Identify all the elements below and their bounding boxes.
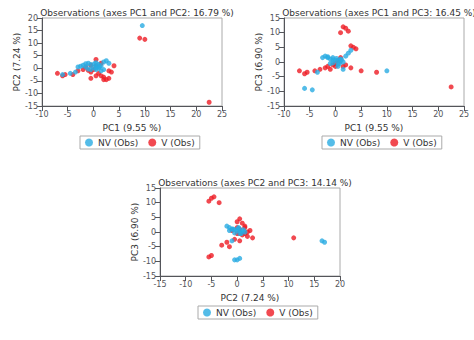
svg-text:0: 0 xyxy=(275,58,280,67)
svg-text:0: 0 xyxy=(333,110,338,119)
svg-text:-5: -5 xyxy=(30,76,38,85)
svg-text:Observations (axes PC1 and PC2: Observations (axes PC1 and PC2: 16.79 %) xyxy=(40,8,234,18)
svg-text:20: 20 xyxy=(335,280,345,289)
svg-text:20: 20 xyxy=(433,110,443,119)
svg-text:15: 15 xyxy=(146,184,156,193)
svg-text:-10: -10 xyxy=(35,110,48,119)
svg-text:PC2 (7.24 %): PC2 (7.24 %) xyxy=(221,293,280,303)
svg-text:20: 20 xyxy=(28,14,38,23)
svg-text:-15: -15 xyxy=(24,101,38,111)
svg-text:-15: -15 xyxy=(153,280,166,289)
svg-text:PC3 (6.90 %): PC3 (6.90 %) xyxy=(130,203,140,262)
svg-text:15: 15 xyxy=(407,110,417,119)
svg-text:NV (Obs): NV (Obs) xyxy=(216,308,256,318)
svg-text:15: 15 xyxy=(165,110,175,119)
svg-text:-10: -10 xyxy=(267,87,280,96)
svg-text:5: 5 xyxy=(260,280,265,289)
svg-text:10: 10 xyxy=(140,110,150,119)
svg-text:Observations (axes PC2 and PC3: Observations (axes PC2 and PC3: 14.14 %) xyxy=(158,178,352,188)
svg-text:0: 0 xyxy=(33,64,38,73)
svg-text:10: 10 xyxy=(28,39,38,48)
svg-text:V (Obs): V (Obs) xyxy=(161,138,195,148)
svg-text:V (Obs): V (Obs) xyxy=(279,308,313,318)
svg-text:-5: -5 xyxy=(148,242,156,251)
svg-text:-5: -5 xyxy=(207,280,215,289)
svg-text:5: 5 xyxy=(117,110,122,119)
svg-text:PC1 (9.55 %): PC1 (9.55 %) xyxy=(345,123,404,133)
svg-text:5: 5 xyxy=(359,110,364,119)
svg-text:0: 0 xyxy=(91,110,96,119)
svg-text:PC1 (9.55 %): PC1 (9.55 %) xyxy=(103,123,162,133)
svg-text:-10: -10 xyxy=(143,257,156,266)
svg-text:-15: -15 xyxy=(142,271,156,281)
svg-text:-15: -15 xyxy=(266,101,280,111)
svg-text:0: 0 xyxy=(235,280,240,289)
svg-text:25: 25 xyxy=(459,110,469,119)
svg-text:0: 0 xyxy=(151,228,156,237)
svg-text:PC2 (7.24 %): PC2 (7.24 %) xyxy=(12,33,22,92)
svg-text:-10: -10 xyxy=(277,110,290,119)
svg-text:5: 5 xyxy=(151,213,156,222)
svg-text:15: 15 xyxy=(270,14,280,23)
svg-text:-5: -5 xyxy=(272,72,280,81)
svg-text:5: 5 xyxy=(33,51,38,60)
svg-text:NV (Obs): NV (Obs) xyxy=(340,138,380,148)
svg-text:-10: -10 xyxy=(179,280,192,289)
svg-text:V (Obs): V (Obs) xyxy=(403,138,437,148)
svg-text:20: 20 xyxy=(191,110,201,119)
svg-text:-5: -5 xyxy=(306,110,314,119)
svg-text:10: 10 xyxy=(270,28,280,37)
svg-text:5: 5 xyxy=(275,43,280,52)
svg-text:-5: -5 xyxy=(64,110,72,119)
svg-text:PC3 (6.90 %): PC3 (6.90 %) xyxy=(254,33,264,92)
svg-text:10: 10 xyxy=(283,280,293,289)
svg-text:-10: -10 xyxy=(25,89,38,98)
svg-text:25: 25 xyxy=(217,110,227,119)
svg-text:NV (Obs): NV (Obs) xyxy=(98,138,138,148)
svg-text:15: 15 xyxy=(309,280,319,289)
svg-text:10: 10 xyxy=(146,198,156,207)
svg-text:15: 15 xyxy=(28,26,38,35)
svg-text:Observations (axes PC1 and PC3: Observations (axes PC1 and PC3: 16.45 %) xyxy=(282,8,474,18)
svg-text:10: 10 xyxy=(382,110,392,119)
